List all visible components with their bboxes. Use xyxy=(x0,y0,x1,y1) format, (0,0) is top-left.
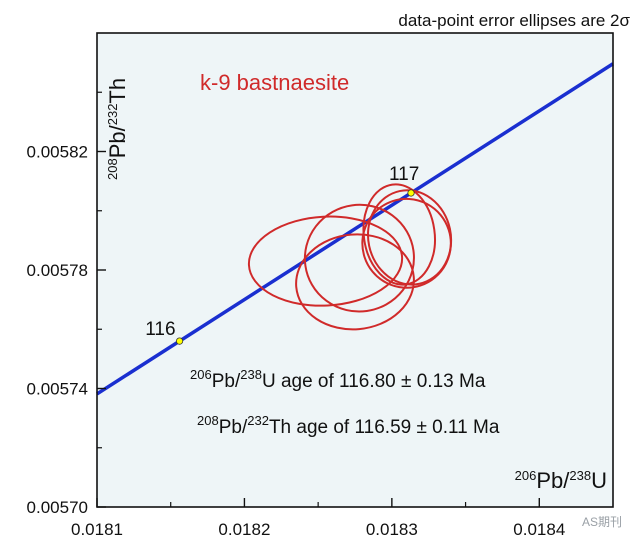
y-tick-label: 0.00582 xyxy=(27,143,88,162)
x-tick-label: 0.0184 xyxy=(513,520,565,539)
x-tick-label: 0.0182 xyxy=(218,520,270,539)
sample-label: k-9 bastnaesite xyxy=(200,70,349,95)
y-tick-label: 0.00578 xyxy=(27,261,88,280)
error-ellipse-5 xyxy=(362,183,436,286)
y-tick-label: 0.00574 xyxy=(27,380,88,399)
concordia-point-116 xyxy=(175,337,184,345)
concordia-line xyxy=(96,62,614,396)
error-ellipse-1 xyxy=(247,215,404,307)
error-ellipse-6 xyxy=(361,197,452,289)
y-axis-title: 208Pb/232Th xyxy=(105,78,130,180)
x-tick-label: 0.0181 xyxy=(71,520,123,539)
error-ellipse-note: data-point error ellipses are 2σ xyxy=(398,11,630,30)
age-208-232: 208Pb/232Th age of 116.59 ± 0.11 Ma xyxy=(197,413,500,438)
plot-background xyxy=(97,33,613,507)
concordia-point-label-117: 117 xyxy=(389,164,419,185)
watermark: AS期刊 xyxy=(582,515,622,529)
error-ellipse-3 xyxy=(295,233,415,331)
y-tick-label: 0.00570 xyxy=(27,498,88,517)
age-206-238: 206Pb/238U age of 116.80 ± 0.13 Ma xyxy=(190,367,486,392)
concordia-point-label-116: 116 xyxy=(145,319,175,340)
x-tick-label: 0.0183 xyxy=(366,520,418,539)
concordia-point-117 xyxy=(407,189,415,197)
x-axis-title: 206Pb/238U xyxy=(515,468,607,493)
error-ellipse-4 xyxy=(366,189,453,286)
error-ellipse-2 xyxy=(303,203,415,313)
